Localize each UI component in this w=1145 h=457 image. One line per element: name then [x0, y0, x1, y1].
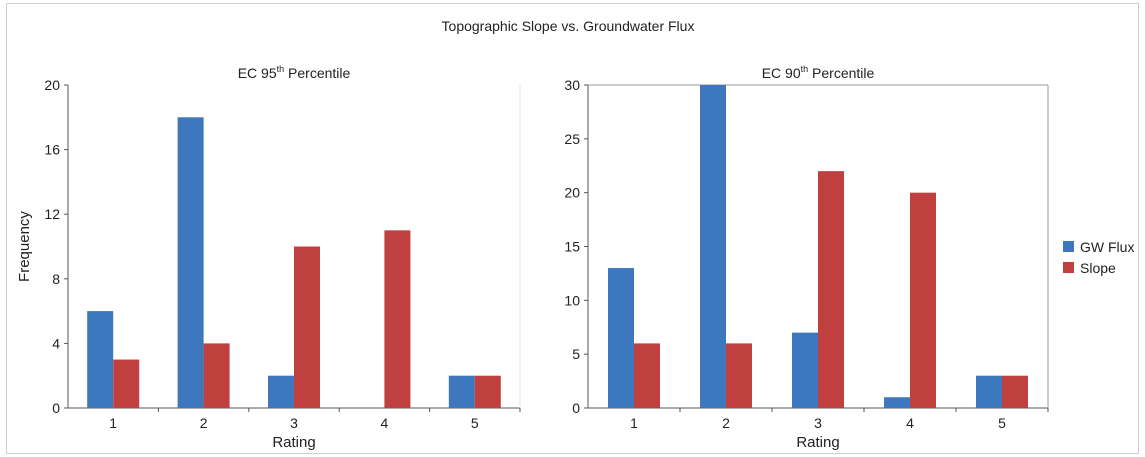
figure-title: Topographic Slope vs. Groundwater Flux — [442, 18, 695, 34]
chart-1-title-rest: Percentile — [284, 65, 350, 81]
chart-2-y-tick-label: 30 — [564, 77, 580, 93]
chart-1-y-tick-label: 12 — [44, 206, 60, 222]
chart-2-title-rest: Percentile — [808, 65, 874, 81]
chart-1-gw-flux-bar — [448, 375, 475, 408]
chart-2-y-tick-label: 25 — [564, 131, 580, 147]
chart-2-slope-bar — [1002, 375, 1028, 408]
chart-2-slope-bar — [634, 343, 660, 408]
chart-1-y-tick-label: 8 — [52, 271, 60, 287]
chart-2-gw-flux-bar — [608, 268, 634, 408]
chart-1-slope-bar — [203, 343, 230, 408]
chart-2-slope-bar — [726, 343, 752, 408]
chart-1-slope-bar — [474, 375, 501, 408]
chart-1-slope-bar — [113, 359, 140, 408]
chart-2-title-sup: th — [801, 64, 809, 74]
chart-2-gw-flux-bar — [792, 332, 818, 408]
legend-label-slope: Slope — [1080, 260, 1116, 276]
chart-2-gw-flux-bar — [884, 397, 910, 408]
chart-1-y-tick-label: 0 — [52, 400, 60, 416]
chart-1-x-tick-label: 4 — [381, 415, 389, 431]
chart-1-y-axis-label: Frequency — [16, 211, 33, 282]
legend-swatch-gw-flux — [1063, 241, 1074, 252]
chart-1-slope-bar — [384, 230, 411, 408]
chart-2-title: EC 90th Percentile — [762, 64, 875, 81]
chart-2-gw-flux-bar — [976, 375, 1002, 408]
chart-1-x-axis-label: Rating — [272, 434, 315, 451]
chart-2-y-tick-label: 20 — [564, 185, 580, 201]
chart-2-y-tick-label: 10 — [564, 292, 580, 308]
legend-swatch-slope — [1063, 262, 1074, 273]
chart-1-y-tick-label: 16 — [44, 142, 60, 158]
chart-1-title-main: EC 95 — [238, 65, 277, 81]
chart-2-gw-flux-bar — [700, 85, 726, 408]
chart-1-x-tick-label: 5 — [471, 415, 479, 431]
chart-2-x-tick-label: 3 — [814, 415, 822, 431]
chart-1-gw-flux-bar — [87, 311, 114, 408]
chart-1-title-sup: th — [277, 64, 285, 74]
chart-1-slope-bar — [294, 246, 320, 408]
chart-1-gw-flux-bar — [268, 375, 294, 408]
chart-2-y-tick-label: 5 — [572, 346, 580, 362]
chart-2-y-tick-label: 0 — [572, 400, 580, 416]
chart-1-x-tick-label: 3 — [290, 415, 298, 431]
chart-1-y-tick-label: 20 — [44, 77, 60, 93]
chart-2-x-tick-label: 2 — [722, 415, 730, 431]
chart-1-gw-flux-bar — [177, 117, 204, 409]
chart-1-x-tick-label: 1 — [109, 415, 117, 431]
chart-2-slope-bar — [910, 192, 936, 408]
chart-1-x-tick-label: 2 — [200, 415, 208, 431]
chart-1-title: EC 95th Percentile — [238, 64, 351, 81]
chart-2-x-tick-label: 4 — [906, 415, 914, 431]
legend-label-gw-flux: GW Flux — [1080, 239, 1134, 255]
chart-1-y-tick-label: 4 — [52, 335, 60, 351]
chart-2-slope-bar — [818, 171, 844, 408]
figure-frame — [6, 3, 1139, 454]
chart-2-y-tick-label: 15 — [564, 239, 580, 255]
chart-2-x-tick-label: 5 — [998, 415, 1006, 431]
chart-2-x-tick-label: 1 — [630, 415, 638, 431]
chart-2-title-main: EC 90 — [762, 65, 801, 81]
chart-2-x-axis-label: Rating — [796, 434, 839, 451]
